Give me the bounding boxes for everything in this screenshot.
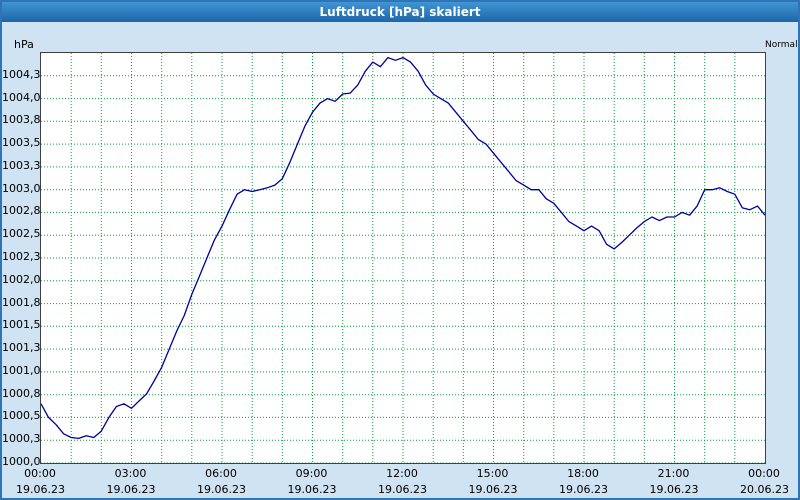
- x-tick-date-label: 19.06.23: [16, 483, 65, 496]
- x-tick-date-label: 20.06.23: [740, 483, 789, 496]
- chart-title: Luftdruck [hPa] skaliert: [319, 5, 481, 19]
- y-tick-label: 1004,0: [2, 90, 41, 104]
- y-tick-label: 1002,0: [2, 272, 41, 286]
- y-tick-label: 1001,3: [2, 341, 41, 355]
- normal-label: Normal: [765, 40, 798, 50]
- x-tick-date-label: 19.06.23: [378, 483, 427, 496]
- x-tick-time-label: 21:00: [657, 467, 690, 480]
- x-tick-time-label: 12:00: [386, 467, 418, 480]
- y-tick-label: 1004,3: [2, 67, 41, 81]
- y-tick-label: 1001,0: [2, 363, 41, 377]
- x-tick-date-label: 19.06.23: [197, 483, 246, 496]
- x-tick-date-label: 19.06.23: [287, 483, 337, 496]
- y-tick-label: 1003,0: [2, 181, 41, 195]
- y-tick-label: 1000,5: [2, 409, 41, 423]
- y-tick-label: 1000,8: [2, 386, 41, 400]
- x-tick-time-label: 18:00: [567, 467, 599, 480]
- x-tick-time-label: 09:00: [295, 467, 328, 480]
- x-tick-date-label: 19.06.23: [106, 483, 156, 496]
- x-tick-date-label: 19.06.23: [559, 483, 608, 496]
- y-tick-label: 1003,8: [2, 113, 41, 127]
- y-tick-label: 1001,5: [2, 318, 41, 332]
- y-tick-label: 1000,3: [2, 432, 41, 446]
- y-tick-label: 1003,3: [2, 158, 41, 172]
- y-tick-label: 1000,0: [2, 455, 41, 468]
- x-tick-time-label: 00:00: [748, 467, 780, 480]
- y-tick-label: 1002,8: [2, 204, 41, 218]
- x-tick-time-label: 00:00: [24, 467, 56, 480]
- pressure-line-chart: [41, 53, 765, 463]
- x-tick-time-label: 03:00: [114, 467, 147, 480]
- plot-area[interactable]: [40, 52, 766, 464]
- y-tick-label: 1003,5: [2, 136, 41, 150]
- y-axis-unit-label: hPa: [14, 38, 34, 51]
- x-tick-time-label: 15:00: [476, 467, 509, 480]
- x-tick-time-label: 06:00: [205, 467, 237, 480]
- x-tick-date-label: 19.06.23: [468, 483, 518, 496]
- y-tick-label: 1002,5: [2, 227, 41, 241]
- y-tick-label: 1002,3: [2, 250, 41, 263]
- title-bar: Luftdruck [hPa] skaliert: [2, 2, 798, 22]
- x-tick-date-label: 19.06.23: [649, 483, 699, 496]
- y-tick-label: 1001,8: [2, 295, 41, 309]
